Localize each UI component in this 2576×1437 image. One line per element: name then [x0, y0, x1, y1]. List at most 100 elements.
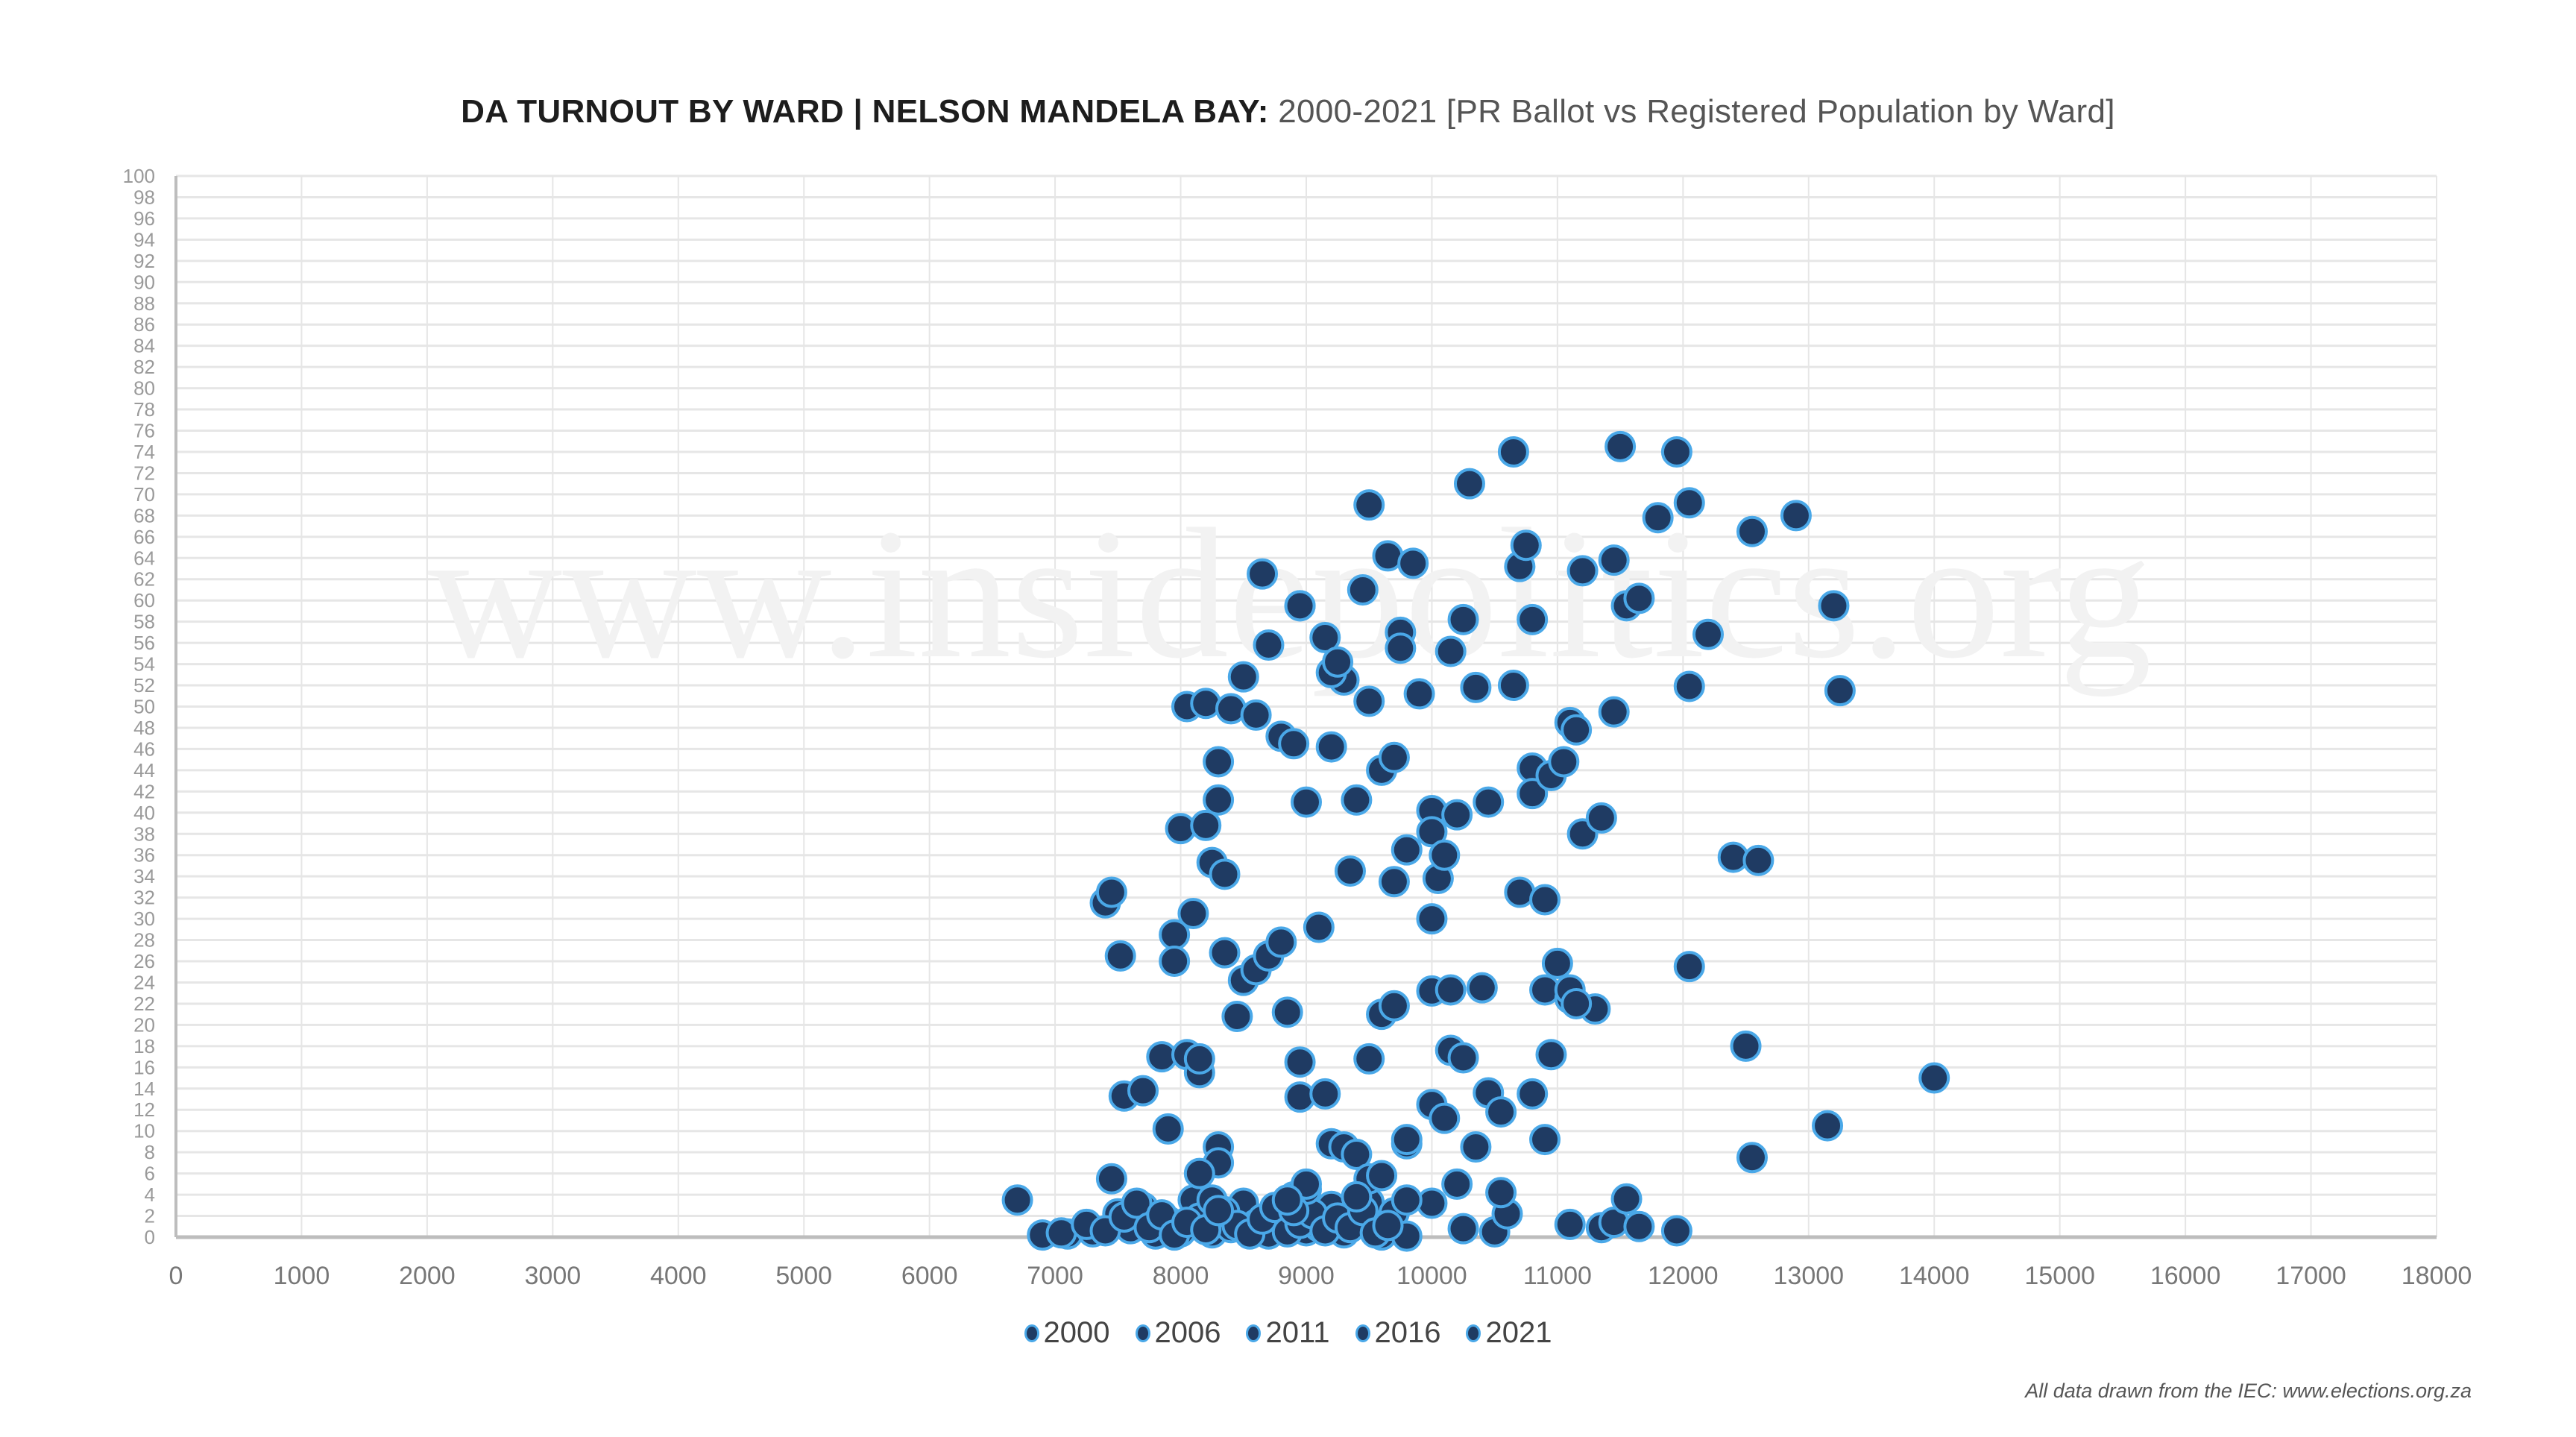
- legend-label: 2006: [1154, 1316, 1221, 1349]
- data-point-2011: [1309, 1078, 1341, 1110]
- data-point-2011: [1918, 1062, 1950, 1094]
- y-tick-label: 68: [133, 504, 155, 526]
- y-tick-label: 24: [133, 971, 155, 993]
- x-tick-label: 6000: [901, 1262, 958, 1290]
- y-tick-label: 58: [133, 611, 155, 633]
- data-point-2000: [1095, 1163, 1127, 1195]
- y-tick-label: 18: [133, 1035, 155, 1057]
- legend-marker-icon: [1466, 1324, 1481, 1342]
- data-point-2021: [1736, 515, 1768, 547]
- legend-marker-icon: [1246, 1324, 1262, 1342]
- data-point-2021: [1517, 603, 1549, 635]
- x-tick-label: 18000: [2402, 1262, 2472, 1290]
- data-point-2016: [1541, 947, 1573, 979]
- y-tick-label: 64: [133, 547, 155, 569]
- data-point-2006: [1121, 1187, 1153, 1219]
- x-axis-ticks: 0 1000 2000 3000 4000 5000 6000 7000 8000 9000 100…: [169, 1262, 2472, 1290]
- y-tick-label: 78: [133, 398, 155, 421]
- legend-marker-icon: [1355, 1324, 1370, 1342]
- y-tick-label: 48: [133, 717, 155, 739]
- y-tick-label: 38: [133, 823, 155, 845]
- data-point-2016: [1517, 778, 1549, 810]
- y-tick-label: 60: [133, 589, 155, 611]
- data-point-2011: [1812, 1110, 1844, 1142]
- data-point-2021: [1497, 435, 1529, 468]
- y-tick-label: 34: [133, 865, 155, 887]
- x-tick-label: 5000: [775, 1262, 832, 1290]
- legend-item-2011: 2011: [1246, 1316, 1330, 1350]
- data-point-2021: [1435, 974, 1467, 1006]
- data-point-2021: [1441, 1168, 1473, 1200]
- y-tick-label: 74: [133, 441, 155, 463]
- data-point-2021: [1510, 529, 1542, 562]
- y-tick-label: 28: [133, 929, 155, 952]
- data-point-2016: [1673, 951, 1705, 983]
- data-point-2016: [1203, 746, 1235, 778]
- data-point-2011: [1284, 1046, 1316, 1078]
- data-points: [1001, 430, 1950, 1252]
- data-point-2016: [1278, 728, 1310, 760]
- chart-title-bold: DA TURNOUT BY WARD | NELSON MANDELA BAY:: [461, 93, 1269, 130]
- data-point-2011: [1183, 1043, 1215, 1075]
- data-point-2016: [1334, 855, 1366, 887]
- data-point-2016: [1227, 661, 1259, 693]
- data-point-2016: [1429, 839, 1461, 871]
- data-point-2016: [1561, 714, 1593, 746]
- data-point-2021: [1322, 646, 1354, 678]
- data-point-2016: [1824, 675, 1856, 707]
- data-point-2011: [1529, 1124, 1561, 1156]
- data-point-2011: [1177, 897, 1209, 929]
- y-tick-label: 88: [133, 292, 155, 315]
- data-point-2011: [1485, 1096, 1517, 1128]
- legend-item-2021: 2021: [1466, 1316, 1552, 1350]
- data-point-2021: [1673, 487, 1705, 519]
- y-tick-label: 50: [133, 696, 155, 718]
- data-point-2011: [1429, 1102, 1461, 1134]
- data-point-2016: [1497, 670, 1529, 702]
- data-point-2016: [1341, 784, 1373, 816]
- y-tick-label: 6: [145, 1163, 155, 1185]
- data-point-2016: [1203, 784, 1235, 816]
- data-point-2016: [1441, 799, 1473, 831]
- legend-item-2006: 2006: [1135, 1316, 1221, 1350]
- data-point-2011: [1104, 940, 1136, 972]
- y-tick-label: 66: [133, 526, 155, 548]
- x-tick-label: 16000: [2150, 1262, 2221, 1290]
- y-tick-label: 92: [133, 250, 155, 272]
- data-point-2011: [1535, 1039, 1567, 1071]
- y-tick-label: 44: [133, 759, 155, 782]
- y-tick-label: 52: [133, 674, 155, 697]
- x-tick-label: 4000: [650, 1262, 707, 1290]
- x-tick-label: 11000: [1523, 1262, 1592, 1290]
- y-tick-label: 70: [133, 483, 155, 506]
- data-point-2021: [1284, 590, 1316, 622]
- y-tick-label: 46: [133, 738, 155, 760]
- data-point-2011: [1095, 876, 1127, 908]
- x-tick-label: 1000: [274, 1262, 330, 1290]
- data-point-2016: [1309, 622, 1341, 654]
- y-tick-label: 98: [133, 186, 155, 208]
- x-tick-label: 7000: [1027, 1262, 1083, 1290]
- y-tick-label: 8: [145, 1141, 155, 1163]
- gridlines: [176, 174, 2437, 1237]
- data-point-2011: [1736, 1142, 1768, 1174]
- data-point-2016: [1585, 802, 1617, 834]
- y-tick-label: 96: [133, 207, 155, 230]
- data-point-2016: [1548, 746, 1580, 778]
- data-point-2021: [1818, 590, 1850, 622]
- y-tick-label: 84: [133, 335, 155, 357]
- data-point-2016: [1460, 671, 1492, 703]
- y-tick-label: 90: [133, 271, 155, 293]
- data-point-2011: [1303, 911, 1335, 943]
- x-tick-label: 17000: [2276, 1262, 2346, 1290]
- data-point-2016: [1240, 699, 1272, 731]
- y-tick-label: 76: [133, 420, 155, 442]
- y-tick-label: 22: [133, 993, 155, 1015]
- data-point-2006: [1372, 1210, 1404, 1242]
- y-tick-label: 40: [133, 802, 155, 824]
- data-point-2021: [1347, 573, 1379, 606]
- data-point-2016: [1529, 884, 1561, 916]
- data-point-2021: [1203, 1195, 1235, 1227]
- y-tick-label: 20: [133, 1013, 155, 1036]
- data-point-2011: [1209, 937, 1241, 969]
